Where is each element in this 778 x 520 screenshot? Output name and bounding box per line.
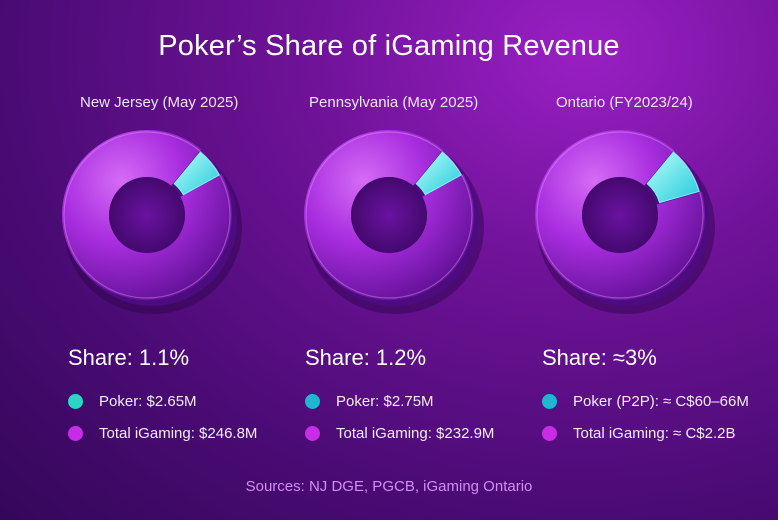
legend-item-poker: Poker: $2.75M [305, 393, 434, 410]
donut-rim [536, 131, 704, 299]
chart-title: Poker’s Share of iGaming Revenue [158, 30, 620, 62]
panel-ontario: Ontario (FY2023/24) Share: ≈3% Poker (P2… [518, 0, 777, 520]
panel-pennsylvania: Pennsylvania (May 2025) Share: 1.2% Poke… [259, 0, 518, 520]
legend-label: Poker: $2.75M [336, 393, 434, 410]
donut-rim [63, 131, 231, 299]
share-label: Share: 1.2% [305, 345, 427, 370]
slice-poker [646, 151, 700, 204]
legend-dot-total [305, 426, 320, 441]
sources-note: Sources: NJ DGE, PGCB, iGaming Ontario [245, 478, 533, 495]
legend-dot-total [542, 426, 557, 441]
share-label: Share: 1.1% [68, 345, 190, 370]
legend-dot-poker [68, 394, 83, 409]
legend-item-poker: Poker: $2.65M [68, 393, 197, 410]
donut-chart-new-jersey [62, 130, 242, 314]
legend-label: Poker (P2P): ≈ C$60–66M [573, 393, 749, 410]
legend-item-total: Total iGaming: $246.8M [68, 425, 257, 442]
slice-poker [173, 151, 220, 196]
legend-label: Total iGaming: $246.8M [99, 425, 258, 442]
slice-total-igaming [304, 130, 474, 300]
legend-label: Total iGaming: ≈ C$2.2B [573, 425, 736, 442]
donut-chart-pennsylvania [304, 130, 484, 314]
donut-hole [109, 177, 185, 253]
slice-poker [415, 151, 462, 196]
share-label: Share: ≈3% [542, 345, 657, 370]
legend-item-total: Total iGaming: ≈ C$2.2B [542, 425, 735, 442]
donut-rim [305, 131, 473, 299]
donut-chart-ontario [535, 130, 715, 314]
legend-dot-poker [305, 394, 320, 409]
panel-title: New Jersey (May 2025) [80, 94, 239, 111]
panel-new-jersey: New Jersey (May 2025) Share: 1.1% Poker:… [0, 0, 259, 520]
legend-item-poker: Poker (P2P): ≈ C$60–66M [542, 393, 749, 410]
legend-dot-poker [542, 394, 557, 409]
slice-total-igaming [62, 130, 232, 300]
legend-dot-total [68, 426, 83, 441]
donut-hole [351, 177, 427, 253]
panel-title: Ontario (FY2023/24) [556, 94, 693, 111]
panel-title: Pennsylvania (May 2025) [309, 94, 479, 111]
legend-label: Poker: $2.65M [99, 393, 197, 410]
slice-total-igaming [535, 130, 705, 300]
donut-hole [582, 177, 658, 253]
legend-item-total: Total iGaming: $232.9M [305, 425, 494, 442]
legend-label: Total iGaming: $232.9M [336, 425, 495, 442]
